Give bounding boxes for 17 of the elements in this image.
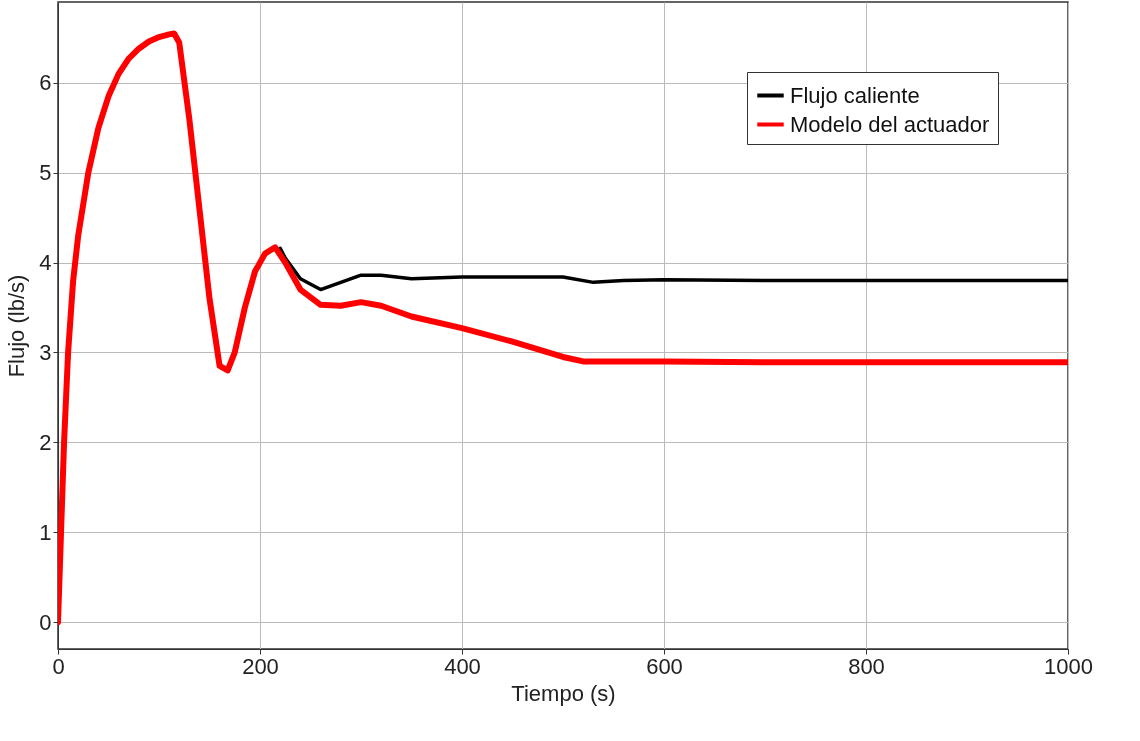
y-tick-label: 3 [39,339,52,365]
y-tick-label: 1 [39,519,52,545]
y-tick-label: 4 [39,250,52,276]
x-tick-label: 1000 [1044,653,1093,679]
y-tick-label: 0 [39,609,52,635]
y-tick-label: 5 [39,160,52,186]
y-tick-label: 2 [39,429,52,455]
legend-label: Modelo del actuador [790,111,990,137]
y-tick-label: 6 [39,70,52,96]
line-series [278,246,1068,292]
x-axis-title: Tiempo (s) [511,680,616,706]
x-tick-label: 800 [848,653,885,679]
y-axis-title: Flujo (lb/s) [4,274,30,378]
x-tick-label: 400 [444,653,481,679]
legend-label: Flujo caliente [790,82,920,108]
x-tick-label: 200 [242,653,279,679]
x-tick-label: 600 [646,653,683,679]
